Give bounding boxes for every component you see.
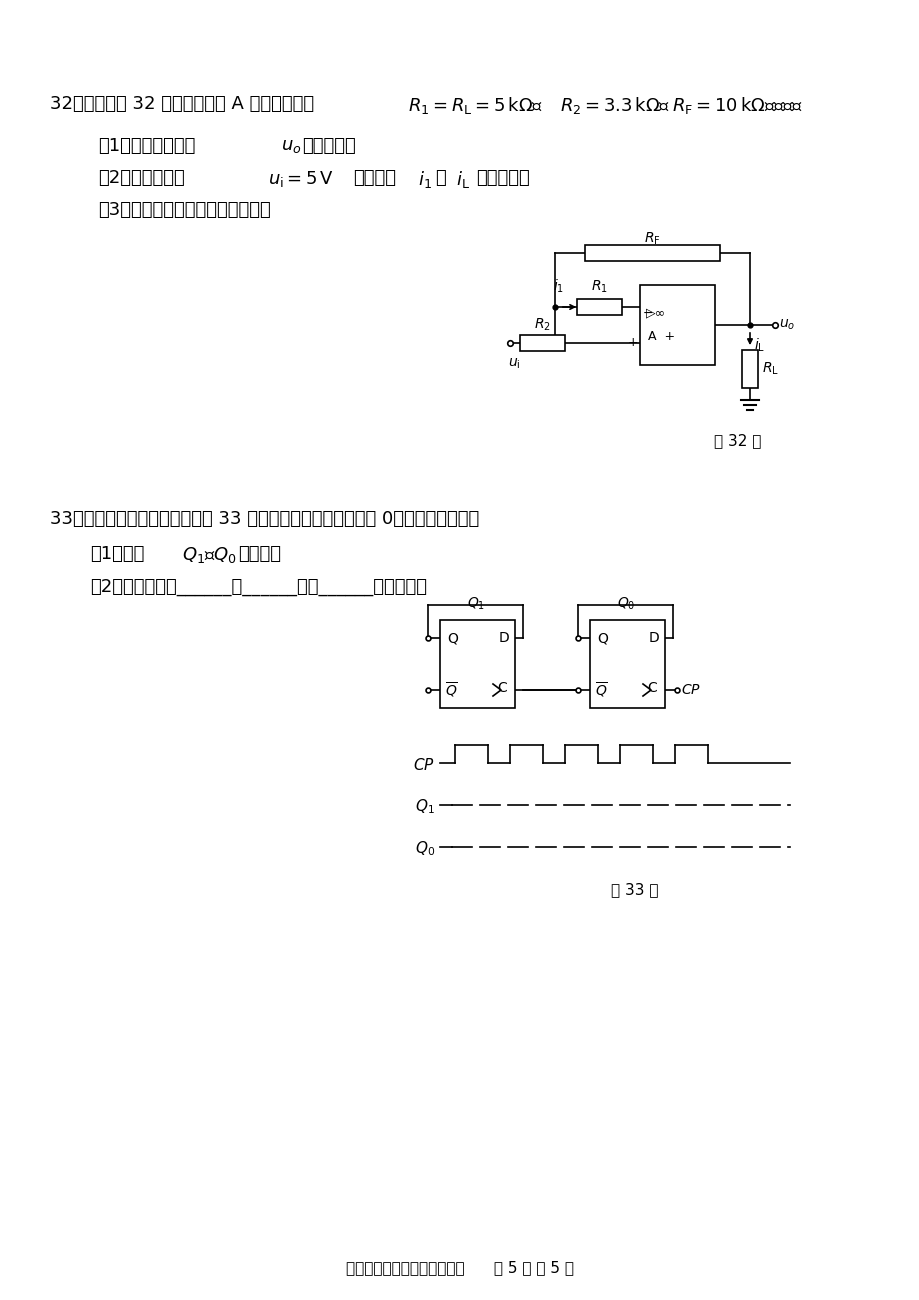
Text: $R_2=3.3\,{\rm k\Omega}$，: $R_2=3.3\,{\rm k\Omega}$， (560, 95, 670, 116)
Text: $Q_0$: $Q_0$ (617, 595, 635, 612)
Text: −: − (642, 307, 652, 320)
Text: $i_1$: $i_1$ (552, 278, 563, 295)
Text: （3）电路引入何种类型的负反馈？: （3）电路引入何种类型的负反馈？ (98, 202, 270, 218)
Text: $u_o$: $u_o$ (280, 136, 301, 155)
Text: $i_{\rm L}$: $i_{\rm L}$ (754, 337, 765, 354)
Text: $CP$: $CP$ (680, 682, 700, 697)
Text: $i_1$: $i_1$ (417, 169, 431, 190)
Text: C: C (646, 681, 656, 696)
Bar (742, 350, 757, 387)
Bar (519, 335, 564, 351)
Text: $Q_0$: $Q_0$ (414, 840, 435, 858)
Text: 各为多大？: 各为多大？ (475, 169, 529, 187)
Text: $u_o$: $u_o$ (778, 317, 794, 333)
Text: （2）当输入电压: （2）当输入电压 (98, 169, 185, 187)
Text: $u_{\rm i}$: $u_{\rm i}$ (507, 358, 520, 372)
Text: Q: Q (447, 630, 458, 645)
Text: 题 32 图: 题 32 图 (713, 433, 760, 448)
Text: $R_{\rm F}=10\,{\rm k\Omega}$。试求：: $R_{\rm F}=10\,{\rm k\Omega}$。试求： (671, 95, 802, 116)
Text: ▷∞: ▷∞ (645, 307, 665, 320)
Text: Q: Q (596, 630, 607, 645)
Text: $\overline{Q}$: $\overline{Q}$ (595, 680, 607, 699)
Bar (439, 620, 515, 709)
Text: （1）画出: （1）画出 (90, 545, 144, 563)
Text: （1）电路输出电压: （1）电路输出电压 (98, 136, 195, 155)
Text: 时，电流: 时，电流 (353, 169, 395, 187)
Text: 《电子技术基础》试卷（四）      第 5 页 共 5 页: 《电子技术基础》试卷（四） 第 5 页 共 5 页 (346, 1260, 573, 1275)
Text: $Q_1$: $Q_1$ (414, 798, 435, 816)
Text: D: D (498, 630, 509, 645)
Text: 的波形；: 的波形； (238, 545, 280, 563)
Text: +: + (628, 337, 638, 350)
Text: $R_1=R_{\rm L}=5\,{\rm k\Omega}$，: $R_1=R_{\rm L}=5\,{\rm k\Omega}$， (407, 95, 542, 116)
Text: $\overline{Q}$: $\overline{Q}$ (445, 680, 458, 699)
Text: $i_{\rm L}$: $i_{\rm L}$ (456, 169, 470, 190)
Text: $CP$: $CP$ (413, 757, 435, 773)
Bar (640, 285, 714, 365)
Text: $R_2$: $R_2$ (534, 317, 550, 333)
Text: 32．电路如题 32 图所示，运放 A 为理想型的，: 32．电路如题 32 图所示，运放 A 为理想型的， (50, 95, 313, 113)
Text: 和: 和 (435, 169, 446, 187)
Text: D: D (648, 630, 659, 645)
Bar (576, 299, 621, 315)
Text: $Q_1$: $Q_1$ (467, 595, 484, 612)
Text: （2）该电路构成______步______进制______法计数器。: （2）该电路构成______步______进制______法计数器。 (90, 578, 426, 595)
Text: A  +: A + (647, 330, 675, 343)
Text: 题 33 图: 题 33 图 (610, 881, 658, 897)
Text: 的表达式。: 的表达式。 (301, 136, 356, 155)
Text: $R_{\rm F}$: $R_{\rm F}$ (643, 230, 660, 247)
Bar (584, 244, 720, 261)
Text: $u_{\rm i}=5\,{\rm V}$: $u_{\rm i}=5\,{\rm V}$ (267, 169, 334, 188)
Text: 33．两个触发器构成的电路如题 33 图所示，各触发器初态均为 0。回答下列问题：: 33．两个触发器构成的电路如题 33 图所示，各触发器初态均为 0。回答下列问题… (50, 510, 479, 528)
Text: $Q_1$、$Q_0$: $Q_1$、$Q_0$ (182, 545, 237, 566)
Text: C: C (496, 681, 506, 696)
Text: $R_{\rm L}$: $R_{\rm L}$ (761, 361, 778, 377)
Bar (589, 620, 664, 709)
Text: $R_1$: $R_1$ (590, 278, 607, 295)
